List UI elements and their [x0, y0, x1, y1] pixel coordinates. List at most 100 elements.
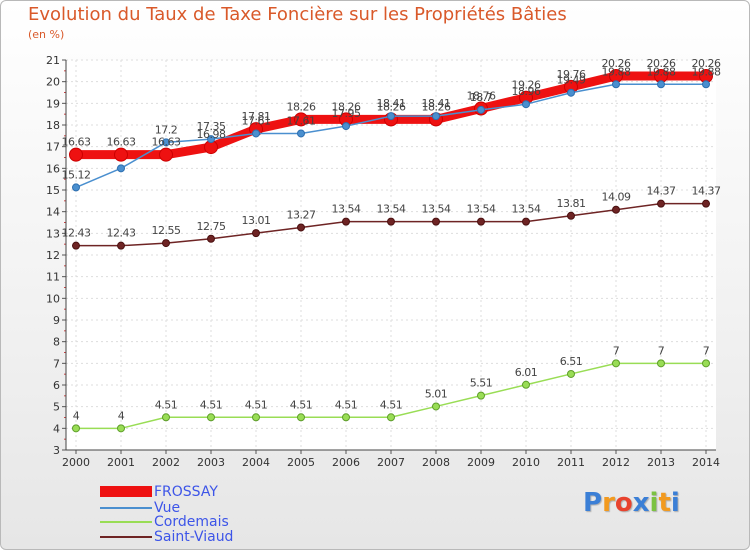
data-point-vue: [72, 183, 80, 192]
y-tick-label: 20: [46, 76, 60, 89]
data-label-vue: 19.49: [557, 74, 586, 87]
data-label-vue: 17.61: [287, 114, 316, 127]
legend-swatch-cordemais: [100, 521, 152, 523]
data-point-cordemais: [117, 424, 125, 433]
data-point-cordemais: [702, 359, 710, 368]
legend-label: Saint-Viaud: [154, 529, 234, 545]
data-label-vue: 17.61: [242, 114, 271, 127]
data-label-vue: 18.41: [377, 97, 406, 110]
x-tick-label: 2009: [467, 456, 495, 469]
logo-letter: t: [658, 488, 671, 518]
data-point-saint-viaud: [432, 217, 440, 226]
y-tick-label: 16: [46, 162, 60, 175]
data-point-cordemais: [432, 402, 440, 411]
y-tick-label: 8: [53, 336, 60, 349]
data-point-frossay: [159, 147, 173, 162]
legend-swatch-saint-viaud: [100, 536, 152, 538]
y-tick-label: 12: [46, 249, 60, 262]
data-point-cordemais: [72, 424, 80, 433]
data-point-frossay: [294, 112, 308, 127]
y-axis-unit-label: (en %): [28, 28, 65, 41]
data-label-cordemais: 5.01: [425, 387, 448, 400]
data-label-frossay: 18.26: [422, 100, 451, 113]
chart-title: Evolution du Taux de Taxe Foncière sur l…: [28, 4, 567, 25]
legend-item-frossay: FROSSAY: [100, 484, 300, 500]
data-label-frossay: 19.26: [512, 79, 541, 92]
data-point-saint-viaud: [207, 234, 215, 243]
data-point-cordemais: [162, 413, 170, 422]
logo-letter: o: [614, 488, 633, 518]
data-label-saint-viaud: 12.75: [197, 220, 226, 233]
y-tick-label: 3: [53, 444, 60, 457]
data-label-saint-viaud: 12.55: [152, 224, 181, 237]
y-tick-label: 19: [46, 97, 60, 110]
data-point-saint-viaud: [522, 217, 530, 226]
data-point-vue: [702, 80, 710, 89]
data-point-saint-viaud: [657, 199, 665, 208]
legend-swatch-vue: [100, 507, 152, 509]
y-tick-label: 14: [46, 206, 60, 219]
data-label-saint-viaud: 13.01: [242, 214, 271, 227]
x-tick-label: 2000: [62, 456, 90, 469]
data-label-frossay: 18.26: [377, 100, 406, 113]
data-label-saint-viaud: 12.43: [107, 227, 136, 240]
y-tick-label: 6: [53, 379, 60, 392]
data-point-vue: [432, 112, 440, 121]
y-tick-label: 15: [46, 184, 60, 197]
data-point-vue: [612, 80, 620, 89]
data-label-saint-viaud: 13.81: [557, 197, 586, 210]
data-label-saint-viaud: 13.54: [512, 203, 541, 216]
data-label-cordemais: 6.51: [560, 355, 583, 368]
y-tick-label: 17: [46, 141, 60, 154]
data-label-frossay: 18.26: [332, 100, 361, 113]
data-point-cordemais: [387, 413, 395, 422]
data-label-vue: 17.2: [155, 123, 178, 136]
data-label-saint-viaud: 13.54: [422, 203, 451, 216]
data-label-cordemais: 7: [703, 344, 710, 357]
data-point-saint-viaud: [117, 241, 125, 250]
data-label-cordemais: 6.01: [515, 366, 538, 379]
data-label-vue: 19.88: [692, 65, 721, 78]
x-tick-label: 2003: [197, 456, 225, 469]
data-point-vue: [477, 105, 485, 114]
data-label-saint-viaud: 14.37: [692, 185, 721, 198]
data-label-frossay: 18.26: [287, 100, 316, 113]
data-point-vue: [657, 80, 665, 89]
data-point-vue: [522, 100, 530, 109]
data-point-cordemais: [477, 391, 485, 400]
data-label-cordemais: 7: [658, 344, 665, 357]
data-label-saint-viaud: 13.54: [377, 203, 406, 216]
data-point-vue: [342, 122, 350, 131]
data-point-saint-viaud: [297, 223, 305, 232]
data-label-vue: 19.88: [602, 65, 631, 78]
data-point-vue: [252, 129, 260, 138]
data-point-vue: [117, 164, 125, 173]
data-label-frossay: 19.76: [557, 68, 586, 81]
logo-letter: r: [602, 488, 615, 518]
legend-label: FROSSAY: [154, 484, 218, 500]
data-label-frossay: 20.26: [647, 57, 676, 70]
data-point-vue: [207, 135, 215, 144]
data-label-frossay: 16.98: [197, 128, 226, 141]
data-label-cordemais: 4.51: [335, 398, 358, 411]
data-label-vue: 17.95: [332, 107, 361, 120]
data-label-saint-viaud: 13.54: [332, 203, 361, 216]
y-tick-label: 10: [46, 292, 60, 305]
data-label-vue: 19.88: [647, 65, 676, 78]
data-label-saint-viaud: 14.37: [647, 185, 676, 198]
data-label-frossay: 16.63: [62, 136, 91, 149]
data-label-cordemais: 5.51: [470, 377, 493, 390]
data-label-frossay: 17.81: [242, 110, 271, 123]
proxiti-logo: Proxiti: [583, 488, 680, 518]
data-point-vue: [162, 138, 170, 147]
logo-letter: i: [670, 488, 680, 518]
x-tick-label: 2012: [602, 456, 630, 469]
data-label-frossay: 20.26: [602, 57, 631, 70]
data-label-cordemais: 4.51: [290, 398, 313, 411]
x-tick-label: 2002: [152, 456, 180, 469]
y-tick-label: 7: [53, 357, 60, 370]
data-label-cordemais: 4.51: [245, 398, 268, 411]
data-point-saint-viaud: [477, 217, 485, 226]
y-tick-label: 9: [53, 314, 60, 327]
